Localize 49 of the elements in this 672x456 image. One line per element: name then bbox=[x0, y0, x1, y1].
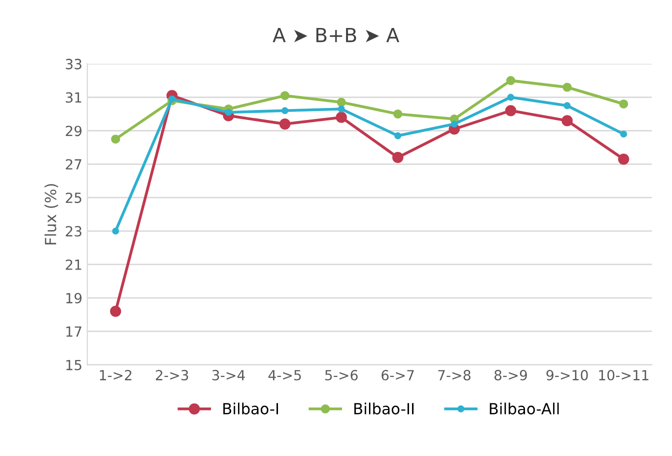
x-tick-label: 8->9 bbox=[494, 370, 527, 380]
y-tick-label: 19 bbox=[66, 292, 82, 304]
chart-title: A ➤ B+B ➤ A bbox=[272, 28, 400, 42]
x-tick-label: 6->7 bbox=[382, 370, 414, 380]
point bbox=[618, 154, 630, 165]
x-tick-label: 7->8 bbox=[438, 370, 470, 380]
point bbox=[111, 134, 120, 144]
point bbox=[505, 105, 516, 116]
y-tick-label: 21 bbox=[66, 259, 82, 270]
legend-label: Bilbao-I bbox=[223, 402, 278, 414]
point bbox=[450, 120, 458, 128]
x-tick-label: 2->3 bbox=[156, 370, 188, 380]
point bbox=[393, 109, 402, 119]
point bbox=[168, 95, 176, 102]
x-tick-label: 1->2 bbox=[100, 370, 132, 380]
point bbox=[112, 228, 120, 235]
point bbox=[394, 132, 402, 140]
y-axis-title: Flux (%) bbox=[44, 184, 58, 244]
y-tick-label: 23 bbox=[66, 226, 82, 237]
legend-label: Bilbao-All bbox=[490, 402, 559, 414]
y-tick-label: 29 bbox=[66, 126, 82, 136]
x-tick-label: 4->5 bbox=[268, 370, 301, 380]
point bbox=[562, 115, 573, 126]
y-tick-label: 31 bbox=[66, 92, 82, 103]
x-tick-label: 10->11 bbox=[599, 370, 648, 380]
point bbox=[562, 82, 572, 92]
point bbox=[619, 99, 628, 108]
y-tick-label: 27 bbox=[66, 159, 82, 170]
point bbox=[280, 91, 290, 100]
y-tick-label: 15 bbox=[66, 360, 82, 370]
point bbox=[336, 98, 346, 107]
point bbox=[336, 112, 347, 123]
point bbox=[507, 94, 514, 101]
point bbox=[620, 130, 628, 138]
point bbox=[392, 152, 404, 164]
point bbox=[506, 76, 516, 86]
legend-label: Bilbao-II bbox=[354, 402, 414, 414]
point bbox=[338, 106, 345, 112]
point bbox=[281, 107, 288, 114]
x-tick-label: 9->10 bbox=[546, 370, 588, 380]
point bbox=[110, 306, 122, 317]
y-tick-label: 33 bbox=[66, 58, 82, 70]
x-tick-label: 5->6 bbox=[325, 370, 358, 380]
point bbox=[279, 118, 290, 130]
point bbox=[225, 108, 232, 116]
y-tick-label: 25 bbox=[66, 192, 82, 204]
x-tick-label: 3->4 bbox=[212, 370, 245, 380]
y-tick-label: 17 bbox=[66, 326, 82, 337]
point bbox=[564, 102, 571, 110]
